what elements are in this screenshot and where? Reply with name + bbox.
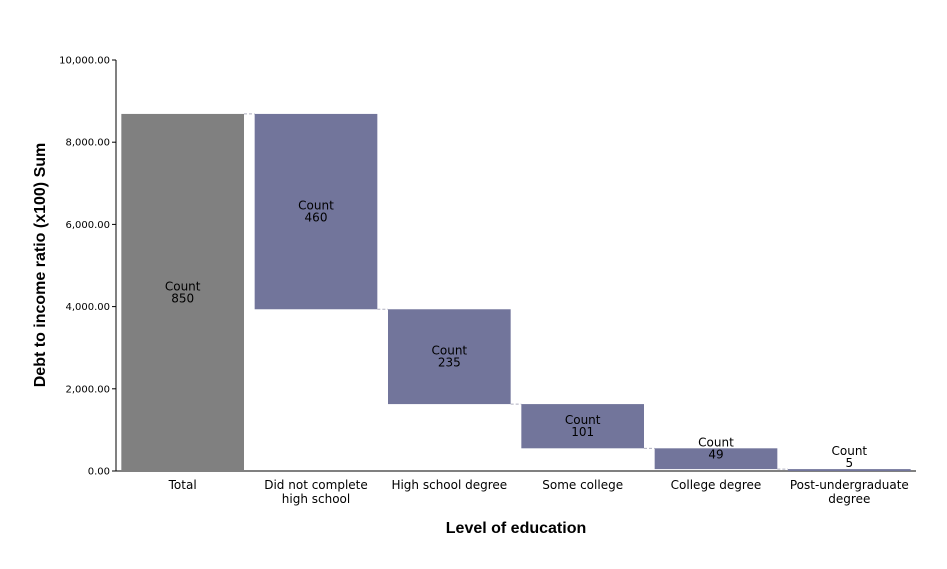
bar-count-value: 460: [305, 211, 328, 225]
x-category-label: Some college: [542, 478, 623, 492]
bar-count-value: 49: [708, 447, 723, 461]
x-category-label: Post-undergraduate: [790, 478, 909, 492]
bar-count-value: 101: [571, 425, 594, 439]
bar-count-label: Count: [165, 279, 201, 293]
x-category-label: degree: [828, 492, 870, 506]
bar-count-value: 5: [846, 456, 854, 470]
axes: 0.00 2,000.00 4,000.00 6,000.00 8,000.00 10,0…: [59, 56, 916, 478]
bar-count-label: Count: [698, 435, 734, 449]
bar-2: [388, 309, 511, 405]
x-axis-title: Level of education: [446, 520, 586, 537]
bar-count-label: Count: [565, 413, 601, 427]
y-tick-label: 4,000.00: [65, 302, 110, 313]
x-category-label: Did not complete: [264, 478, 368, 492]
bar-0: [121, 113, 244, 471]
y-tick-label: 2,000.00: [65, 384, 110, 395]
bar-count-label: Count: [298, 199, 334, 213]
y-tick-label: 10,000.00: [59, 56, 110, 67]
bar-count-value: 235: [438, 356, 461, 370]
bar-count-label: Count: [432, 344, 468, 358]
bars-group: [121, 113, 911, 471]
x-category-label: High school degree: [391, 478, 507, 492]
bar-4: [654, 448, 778, 470]
x-category-label: Total: [168, 478, 197, 492]
y-tick-label: 6,000.00: [65, 220, 110, 231]
x-category-label: College degree: [671, 478, 762, 492]
y-tick-label: 8,000.00: [65, 138, 110, 149]
bar-1: [254, 113, 378, 310]
y-tick-label: 0.00: [88, 467, 110, 478]
bar-count-value: 850: [171, 291, 194, 305]
y-axis-title: Debt to income ratio (x100) Sum: [32, 143, 49, 388]
x-category-label: high school: [282, 492, 350, 506]
bar-5: [788, 469, 911, 471]
bar-3: [521, 404, 644, 449]
bar-count-label: Count: [832, 444, 868, 458]
